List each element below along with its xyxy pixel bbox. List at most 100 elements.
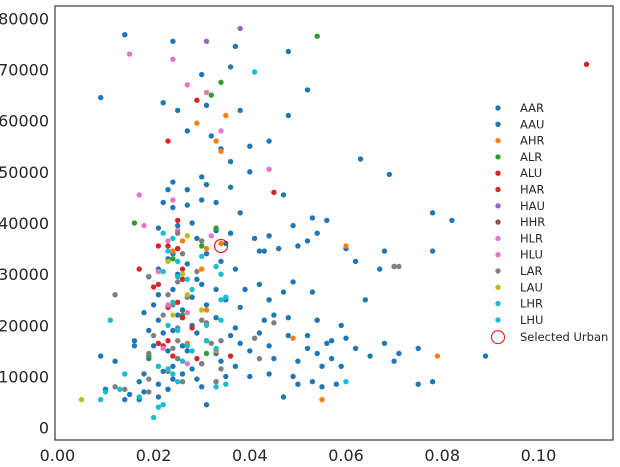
y-tick-label: 50000 [0, 163, 49, 182]
data-point-aau [280, 192, 287, 198]
data-point-lar [208, 340, 214, 346]
data-point-lhr [136, 394, 142, 400]
data-point-alu [170, 353, 176, 359]
data-point-aau [247, 169, 253, 175]
data-point-aau [429, 248, 436, 254]
data-point-lau [199, 307, 205, 313]
data-point-lhr [165, 248, 171, 254]
data-point-aau [290, 222, 296, 229]
data-point-lar [122, 386, 128, 392]
plot-frame [54, 5, 614, 441]
data-point-hlr [184, 309, 190, 316]
data-point-aau [179, 371, 186, 377]
data-point-aau [126, 391, 133, 398]
data-point-alu [179, 276, 186, 282]
data-point-aau [170, 376, 176, 382]
data-point-lar [146, 350, 152, 357]
data-point-ahr [203, 307, 210, 313]
data-point-aau [194, 330, 200, 336]
legend-label-hlr: HLR [520, 231, 543, 245]
data-point-ahr [199, 266, 205, 272]
data-point-aau [429, 379, 436, 385]
data-point-aau [232, 43, 239, 50]
data-point-lar [146, 389, 152, 395]
legend-marker-selected-urban [490, 330, 506, 345]
data-point-aau [333, 381, 340, 387]
data-point-lhr [223, 294, 229, 300]
data-point-lhr [117, 386, 123, 392]
data-point-lau [184, 233, 190, 239]
data-point-lar [194, 268, 200, 275]
data-point-alu [155, 281, 162, 288]
data-point-lar [112, 384, 118, 390]
legend-label-hhr: HHR [520, 215, 545, 229]
legend-label-alu: ALU [520, 166, 542, 180]
data-point-aau [194, 276, 200, 282]
data-point-hlr [266, 166, 272, 172]
y-tick-label: 70000 [0, 60, 49, 79]
data-point-aau [256, 248, 263, 254]
data-point-lhr [165, 322, 171, 329]
data-point-lhr [189, 348, 195, 354]
data-point-lar [396, 263, 402, 270]
legend-label-ahr: AHR [520, 134, 545, 148]
data-point-lar [175, 279, 181, 285]
data-point-aau [189, 220, 195, 226]
data-point-hlr [155, 268, 162, 275]
data-point-aau [328, 338, 335, 344]
data-point-aau [482, 353, 489, 359]
data-point-aau [203, 102, 210, 109]
legend-marker-hlu [495, 252, 501, 258]
data-point-ahr [290, 335, 296, 341]
data-point-hlr [208, 233, 214, 239]
data-point-lau [179, 271, 186, 277]
data-point-aau [227, 158, 234, 165]
data-point-ahr [194, 120, 200, 126]
data-point-lhr [251, 69, 258, 75]
data-point-aau [203, 251, 210, 257]
data-point-aau [165, 348, 171, 354]
data-point-lhr [213, 263, 219, 270]
data-point-aau [343, 335, 349, 341]
data-point-aau [309, 379, 316, 385]
data-point-hlr [165, 302, 171, 308]
data-point-alr [208, 92, 214, 98]
data-point-lhr [160, 230, 166, 236]
data-point-alr [314, 33, 320, 39]
data-point-aau [295, 358, 301, 364]
data-point-aau [199, 281, 205, 288]
data-point-aau [377, 266, 383, 272]
data-point-aau [266, 297, 272, 303]
legend-label-alr: ALR [520, 150, 542, 164]
data-point-lar [199, 361, 205, 367]
data-point-alu [175, 299, 181, 305]
legend-label-lar: LAR [520, 264, 543, 278]
data-point-alr [213, 225, 219, 231]
data-point-lar [146, 376, 152, 382]
data-point-aau [261, 248, 267, 254]
data-point-alr [218, 79, 224, 86]
data-point-ahr [218, 148, 224, 154]
data-point-aau [309, 215, 316, 221]
data-point-aau [194, 235, 200, 242]
data-point-aau [122, 396, 128, 403]
data-point-aau [247, 373, 253, 380]
data-point-aau [218, 258, 224, 265]
data-point-lhr [175, 327, 181, 334]
data-point-aau [203, 402, 210, 408]
legend-marker-hlr [495, 235, 501, 242]
data-point-hlr [184, 82, 190, 88]
data-point-hlr [170, 56, 176, 62]
data-point-aau [213, 315, 219, 321]
y-tick-label: 40000 [0, 214, 49, 233]
data-point-alu [271, 189, 277, 195]
x-tick-label: 0.10 [521, 446, 557, 465]
data-point-ahr [319, 396, 325, 403]
data-point-aau [141, 389, 147, 395]
data-point-hlr [126, 51, 133, 57]
data-point-lhr [170, 235, 176, 242]
data-point-lhr [218, 271, 224, 277]
data-point-lhr [203, 322, 210, 329]
data-point-aau [381, 340, 388, 346]
data-point-lhr [213, 345, 219, 352]
